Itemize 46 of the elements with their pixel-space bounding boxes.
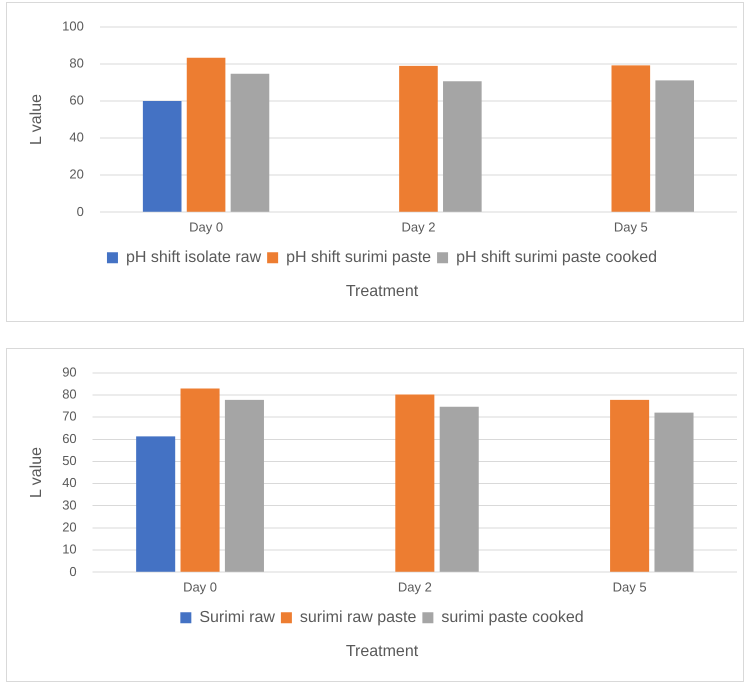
y-axis-title: L value — [28, 446, 46, 498]
y-tick-label: 50 — [62, 453, 77, 468]
bar — [399, 66, 438, 212]
y-tick-label: 70 — [62, 408, 77, 424]
y-tick-label: 20 — [69, 166, 84, 182]
bar — [224, 400, 264, 572]
y-tick-label: 20 — [62, 519, 77, 534]
y-tick-label: 90 — [62, 364, 77, 380]
legend-label: pH shift surimi paste — [286, 249, 432, 266]
y-axis-title: L value — [28, 94, 46, 145]
x-axis-title: Treatment — [346, 282, 419, 300]
bar — [655, 80, 694, 212]
bar — [180, 388, 220, 572]
y-tick-label: 80 — [62, 386, 77, 402]
bar — [612, 65, 650, 212]
bar — [654, 412, 694, 572]
y-tick-label: 10 — [62, 542, 77, 557]
x-tick-label: Day 5 — [614, 220, 648, 235]
y-tick-label: 0 — [76, 204, 84, 219]
y-tick-label: 60 — [62, 430, 77, 446]
bar — [186, 58, 226, 212]
bar — [610, 400, 650, 572]
y-tick-label: 100 — [62, 18, 84, 34]
bar — [440, 406, 479, 572]
y-tick-label: 60 — [69, 92, 84, 108]
x-tick-label: Day 5 — [612, 580, 647, 595]
legend-label: Surimi raw — [199, 609, 276, 626]
y-tick-label: 40 — [69, 130, 84, 145]
x-tick-label: Day 0 — [189, 220, 224, 235]
legend-label: pH shift surimi paste cooked — [456, 249, 658, 266]
bar — [395, 394, 434, 572]
x-tick-label: Day 0 — [183, 580, 218, 595]
x-axis-title: Treatment — [346, 642, 419, 660]
legend-label: surimi raw paste — [300, 609, 416, 626]
bar — [136, 436, 176, 572]
bar — [230, 74, 270, 212]
y-tick-label: 0 — [69, 564, 77, 579]
y-tick-label: 30 — [62, 497, 77, 512]
bar — [142, 100, 182, 212]
legend-label: surimi paste cooked — [441, 609, 584, 626]
y-tick-label: 40 — [62, 475, 77, 490]
legend-label: pH shift isolate raw — [126, 249, 262, 266]
y-tick-label: 80 — [69, 55, 84, 70]
x-tick-label: Day 2 — [398, 580, 432, 595]
x-tick-label: Day 2 — [401, 220, 436, 235]
bar — [443, 81, 482, 212]
